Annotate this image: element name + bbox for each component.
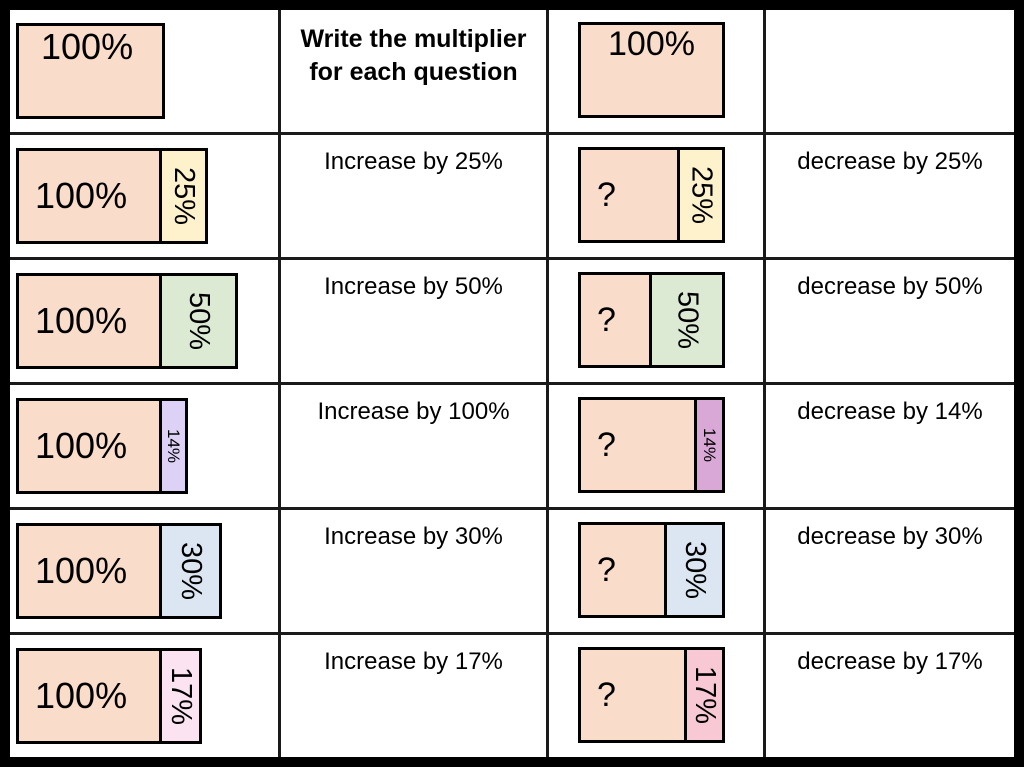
increase-question-text: Increase by 50%: [324, 273, 503, 300]
decrease-diagram-cell: ? 14%: [549, 385, 763, 507]
question-mark-label: ?: [597, 550, 616, 589]
increase-diagram-cell: 100% 50%: [10, 260, 278, 382]
percent-strip: 25%: [159, 151, 205, 241]
unknown-segment: ?: [581, 525, 664, 615]
question-mark-label: ?: [597, 675, 616, 714]
decrease-question-text: decrease by 25%: [797, 148, 983, 175]
tape-diagram-increase-17: 100% 17%: [16, 648, 202, 744]
tape-diagram-decrease-30: ? 30%: [578, 522, 725, 618]
increase-question-cell: Increase by 25%: [281, 135, 546, 257]
percent-strip: 17%: [159, 651, 199, 741]
strip-label: 14%: [700, 427, 719, 463]
increase-question-text: Increase by 100%: [317, 398, 510, 425]
strip-label: 25%: [168, 166, 200, 226]
header-result-diagram-cell: 100%: [549, 10, 763, 132]
decrease-question-text: decrease by 30%: [797, 523, 983, 550]
question-mark-label: ?: [597, 175, 616, 214]
increase-question-cell: Increase by 30%: [281, 510, 546, 632]
decrease-diagram-cell: ? 50%: [549, 260, 763, 382]
unknown-segment: ?: [581, 150, 677, 240]
base-100-segment: 100%: [19, 151, 159, 241]
base-box-label: 100%: [41, 26, 134, 67]
percent-strip: 30%: [159, 526, 219, 616]
increase-question-cell: Increase by 50%: [281, 260, 546, 382]
percent-strip: 50%: [649, 275, 722, 365]
tape-diagram-decrease-14: ? 14%: [578, 397, 725, 493]
question-mark-label: ?: [597, 425, 616, 464]
header-base-diagram-cell: 100%: [10, 10, 278, 132]
increase-diagram-cell: 100% 30%: [10, 510, 278, 632]
base-100-segment: 100%: [19, 401, 159, 491]
tape-diagram-increase-50: 100% 50%: [16, 273, 238, 369]
decrease-question-text: decrease by 50%: [797, 273, 983, 300]
strip-label: 50%: [671, 290, 704, 350]
percent-strip: 50%: [159, 276, 235, 366]
increase-question-text: Increase by 30%: [324, 523, 503, 550]
percent-strip: 17%: [684, 650, 722, 740]
decrease-diagram-cell: ? 30%: [549, 510, 763, 632]
increase-question-cell: Increase by 100%: [281, 385, 546, 507]
result-100-box: 100%: [578, 22, 725, 118]
tape-diagram-increase-30: 100% 30%: [16, 523, 222, 619]
base-label: 100%: [35, 300, 128, 341]
base-100-segment: 100%: [19, 526, 159, 616]
strip-label: 50%: [183, 291, 215, 351]
increase-diagram-cell: 100% 14%: [10, 385, 278, 507]
strip-label: 30%: [175, 541, 207, 601]
strip-label: 30%: [679, 540, 711, 600]
decrease-question-cell: decrease by 14%: [766, 385, 1014, 507]
header-empty-cell: [766, 10, 1014, 132]
unknown-segment: ?: [581, 275, 649, 365]
base-label: 100%: [35, 425, 128, 466]
strip-label: 14%: [164, 428, 183, 464]
decrease-diagram-cell: ? 25%: [549, 135, 763, 257]
decrease-question-cell: decrease by 30%: [766, 510, 1014, 632]
percent-strip: 14%: [694, 400, 722, 490]
unknown-segment: ?: [581, 400, 694, 490]
base-100-segment: 100%: [19, 651, 159, 741]
base-100-box: 100%: [16, 23, 165, 119]
instruction-line-1: Write the multiplier: [300, 25, 527, 53]
tape-diagram-decrease-25: ? 25%: [578, 147, 725, 243]
base-label: 100%: [35, 550, 128, 591]
tape-diagram-decrease-50: ? 50%: [578, 272, 725, 368]
instruction-line-2: for each question: [309, 58, 518, 86]
worksheet-table: 100% Write the multiplier for each quest…: [10, 10, 1014, 757]
increase-question-cell: Increase by 17%: [281, 635, 546, 757]
base-100-segment: 100%: [19, 276, 159, 366]
result-box-label: 100%: [608, 25, 695, 63]
base-label: 100%: [35, 675, 128, 716]
tape-diagram-decrease-17: ? 17%: [578, 647, 725, 743]
question-mark-label: ?: [597, 300, 616, 339]
decrease-diagram-cell: ? 17%: [549, 635, 763, 757]
increase-question-text: Increase by 25%: [324, 148, 503, 175]
base-label: 100%: [35, 175, 128, 216]
percent-strip: 30%: [664, 525, 722, 615]
decrease-question-cell: decrease by 50%: [766, 260, 1014, 382]
strip-label: 25%: [685, 165, 718, 225]
strip-label: 17%: [165, 666, 197, 726]
tape-diagram-increase-25: 100% 25%: [16, 148, 208, 244]
decrease-question-cell: decrease by 17%: [766, 635, 1014, 757]
tape-diagram-increase-14: 100% 14%: [16, 398, 188, 494]
decrease-question-text: decrease by 14%: [797, 398, 983, 425]
percent-strip: 25%: [677, 150, 722, 240]
increase-question-text: Increase by 17%: [324, 648, 503, 675]
decrease-question-text: decrease by 17%: [797, 648, 983, 675]
instruction-cell: Write the multiplier for each question: [281, 10, 546, 132]
increase-diagram-cell: 100% 17%: [10, 635, 278, 757]
strip-label: 17%: [689, 665, 721, 725]
unknown-segment: ?: [581, 650, 684, 740]
percent-strip: 14%: [159, 401, 185, 491]
increase-diagram-cell: 100% 25%: [10, 135, 278, 257]
decrease-question-cell: decrease by 25%: [766, 135, 1014, 257]
